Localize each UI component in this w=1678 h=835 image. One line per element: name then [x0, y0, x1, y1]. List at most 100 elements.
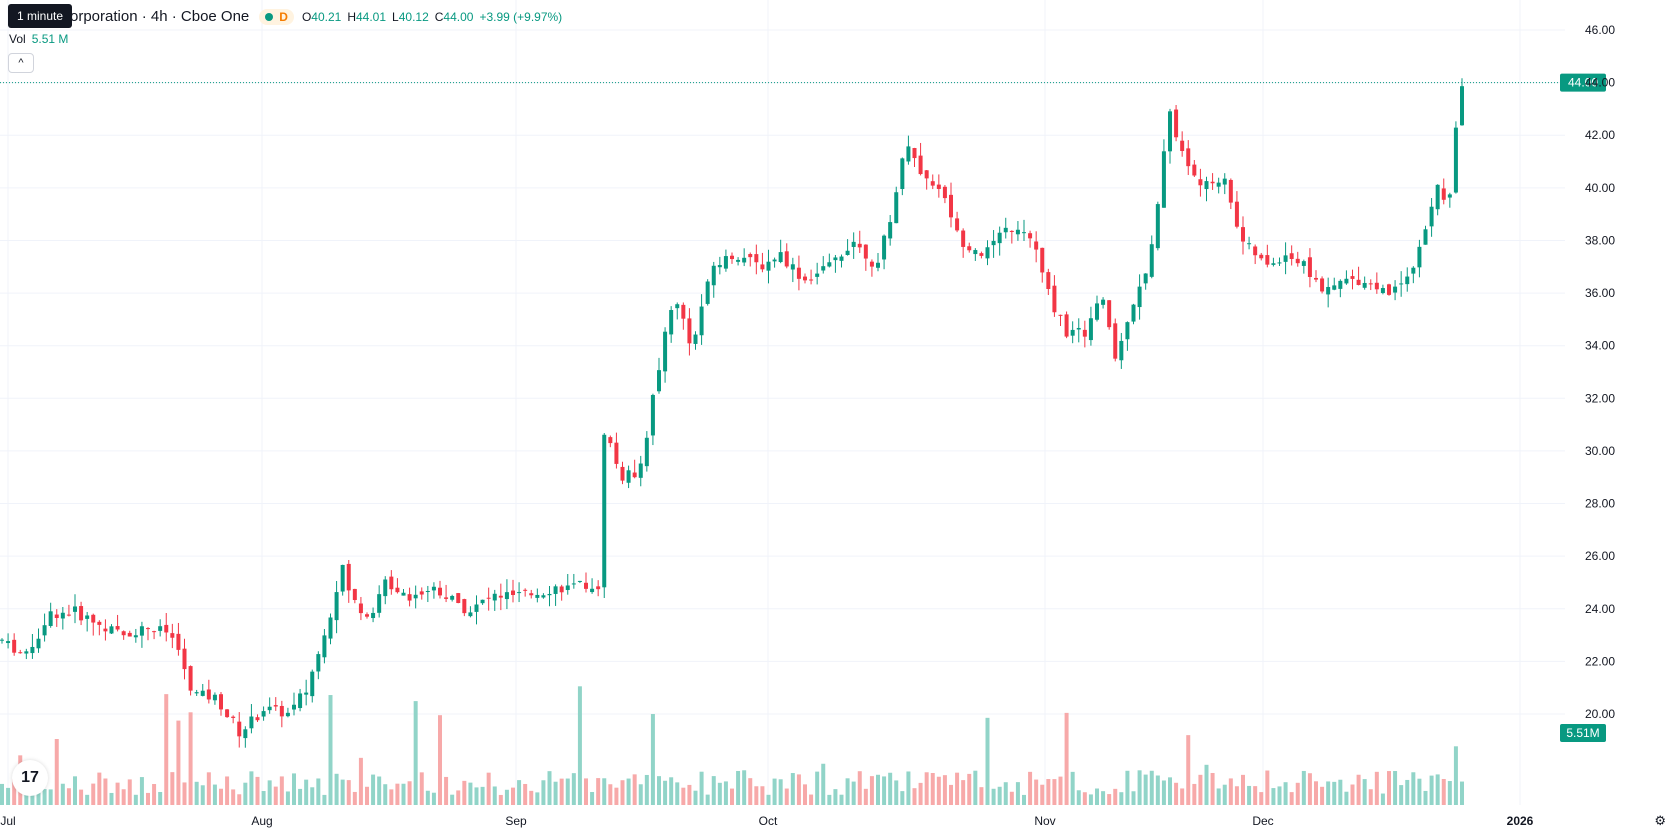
candle-body: [936, 184, 941, 189]
volume-bar: [352, 791, 357, 805]
candle-body: [1003, 227, 1008, 233]
volume-bar: [894, 780, 899, 805]
candle-body: [523, 589, 528, 591]
volume-bar: [906, 771, 911, 805]
candle-body: [766, 261, 771, 271]
candle-body: [1307, 257, 1312, 277]
candle-body: [340, 564, 345, 592]
volume-bar: [413, 701, 418, 805]
volume-bar: [523, 783, 528, 805]
candle-body: [231, 716, 236, 718]
volume-bar: [590, 792, 595, 805]
volume-bar: [1052, 779, 1057, 805]
candle-body: [614, 442, 619, 464]
volume-bar: [626, 778, 631, 805]
candle-body: [644, 437, 649, 467]
volume-bar: [742, 770, 747, 805]
market-status-badge[interactable]: D: [259, 8, 294, 25]
candle-body: [650, 394, 655, 436]
candle-body: [541, 595, 546, 598]
candle-body: [1271, 263, 1276, 265]
volume-bar: [316, 778, 321, 805]
volume-bar: [1356, 774, 1361, 805]
volume-bar: [1259, 792, 1264, 805]
candle-body: [1350, 276, 1355, 279]
volume-bar: [12, 778, 17, 805]
candle-body: [73, 606, 77, 612]
x-tick-label: Sep: [505, 814, 527, 828]
volume-legend[interactable]: Vol 5.51 M: [9, 32, 68, 46]
collapse-legend-button[interactable]: ^: [8, 53, 34, 73]
volume-bar: [577, 686, 582, 805]
candle-body: [632, 472, 637, 478]
volume-bar: [723, 781, 728, 805]
candle-body: [468, 612, 473, 617]
volume-bar: [1295, 782, 1300, 805]
candle-body: [115, 626, 120, 630]
volume-bar: [985, 717, 990, 805]
volume-bar: [851, 781, 856, 805]
candle-body: [669, 310, 674, 335]
volume-bar: [620, 780, 625, 805]
volume-bar: [535, 792, 540, 805]
candle-body: [1460, 86, 1464, 126]
candle-body: [267, 706, 272, 711]
volume-bar: [389, 789, 394, 805]
candle-body: [109, 626, 114, 634]
symbol-title[interactable]: orporation · 4h · Cboe One: [70, 8, 250, 25]
volume-bar: [900, 791, 905, 805]
candle-body: [425, 590, 430, 592]
volume-bar: [231, 789, 236, 805]
candle-body: [754, 254, 759, 263]
candle-body: [985, 247, 990, 259]
candle-body: [1119, 340, 1124, 361]
volume-bar: [1271, 788, 1276, 805]
candle-body: [334, 592, 339, 621]
volume-bar: [1417, 778, 1422, 805]
volume-bar: [73, 776, 77, 805]
ohlc-close: C44.00: [434, 9, 474, 24]
volume-bar: [717, 782, 722, 805]
candle-body: [85, 615, 90, 619]
volume-bar: [1137, 770, 1142, 805]
volume-bar: [285, 791, 290, 805]
y-tick-label: 40.00: [1585, 181, 1615, 195]
candle-body: [699, 306, 704, 336]
candle-body: [444, 597, 449, 599]
candle-body: [462, 599, 467, 614]
candle-body: [79, 606, 84, 621]
volume-bar: [1399, 785, 1404, 805]
volume-bar: [863, 788, 868, 805]
tradingview-logo-icon[interactable]: 17: [12, 760, 48, 796]
candle-body: [942, 186, 947, 199]
candle-body: [1265, 255, 1270, 265]
volume-bar: [1429, 775, 1434, 805]
candle-body: [1113, 323, 1118, 359]
price-change: +3.99 (+9.97%): [479, 9, 563, 24]
volume-bar: [614, 787, 619, 805]
candle-body: [1259, 254, 1264, 259]
y-tick-label: 36.00: [1585, 286, 1615, 300]
candle-body: [170, 633, 175, 638]
candle-body: [0, 639, 4, 641]
candle-body: [553, 586, 558, 594]
volume-bar: [1453, 746, 1458, 805]
candle-body: [1180, 140, 1185, 151]
volume-bar: [955, 772, 960, 805]
last-price-label: 44.00: [1568, 76, 1598, 90]
volume-bar: [334, 773, 339, 805]
volume-bar: [188, 712, 193, 805]
volume-bar: [571, 773, 576, 805]
candle-body: [1326, 286, 1331, 295]
settings-gear-icon[interactable]: ⚙: [1654, 813, 1666, 828]
volume-bar: [1186, 735, 1191, 805]
volume-bar: [1411, 772, 1416, 805]
volume-bar: [1198, 774, 1203, 805]
candle-body: [1387, 284, 1391, 295]
candle-body: [748, 254, 753, 258]
candle-body: [906, 146, 911, 162]
volume-bar: [1034, 779, 1039, 805]
volume-bar: [815, 771, 820, 805]
candle-body: [608, 437, 613, 444]
